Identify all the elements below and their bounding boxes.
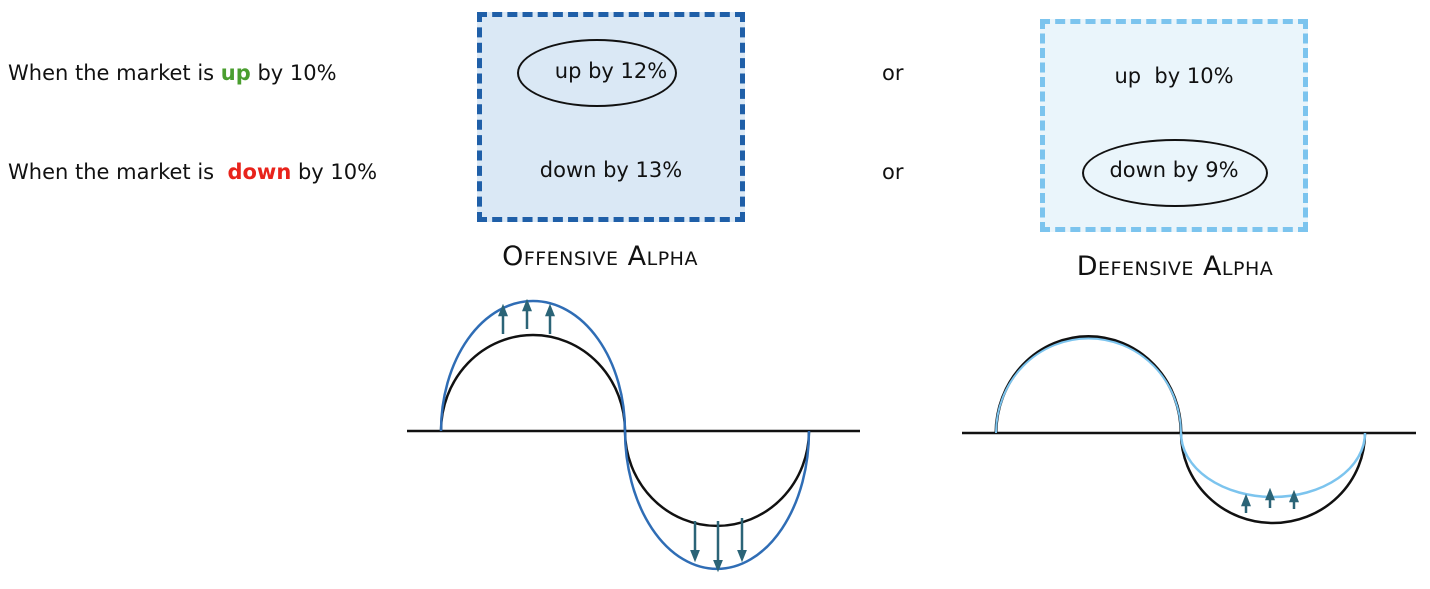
offensive-highlight-oval (517, 39, 677, 107)
market-down-label: When the market is down by 10% (8, 158, 377, 186)
offensive-market-curve-down (623, 430, 811, 528)
market-down-keyword: down (227, 160, 292, 184)
defensive-up-text: up by 10% (1114, 64, 1234, 88)
defensive-highlight-oval (1082, 139, 1268, 207)
defensive-alpha-caption: Defensive Alpha (1076, 251, 1274, 282)
market-up-suffix: by 10% (250, 61, 337, 85)
offensive-market-curve-up (439, 333, 627, 432)
offensive-up-text: up by 12% (554, 59, 668, 83)
offensive-down-text: down by 13% (539, 158, 683, 182)
defensive-portfolio-curve-up (995, 337, 1182, 434)
offensive-alpha-box: up by 12% down by 13% (477, 12, 745, 222)
or-connector-up: or (882, 61, 904, 85)
defensive-alpha-box: up by 10% down by 9% (1040, 19, 1308, 232)
market-up-keyword: up (220, 61, 251, 85)
defensive-down-text: down by 9% (1109, 158, 1239, 182)
defensive-portfolio-curve-down (1179, 432, 1367, 499)
or-connector-down: or (882, 160, 904, 184)
market-up-prefix: When the market is (8, 61, 221, 85)
defensive-market-curve-down (1179, 432, 1367, 525)
defensive-market-curve-up (994, 334, 1183, 434)
market-down-prefix: When the market is (8, 160, 228, 184)
offensive-portfolio-curve-up (439, 299, 627, 432)
offensive-alpha-caption: Offensive Alpha (502, 241, 698, 272)
market-up-label: When the market is up by 10% (8, 59, 337, 87)
market-down-suffix: by 10% (291, 160, 378, 184)
